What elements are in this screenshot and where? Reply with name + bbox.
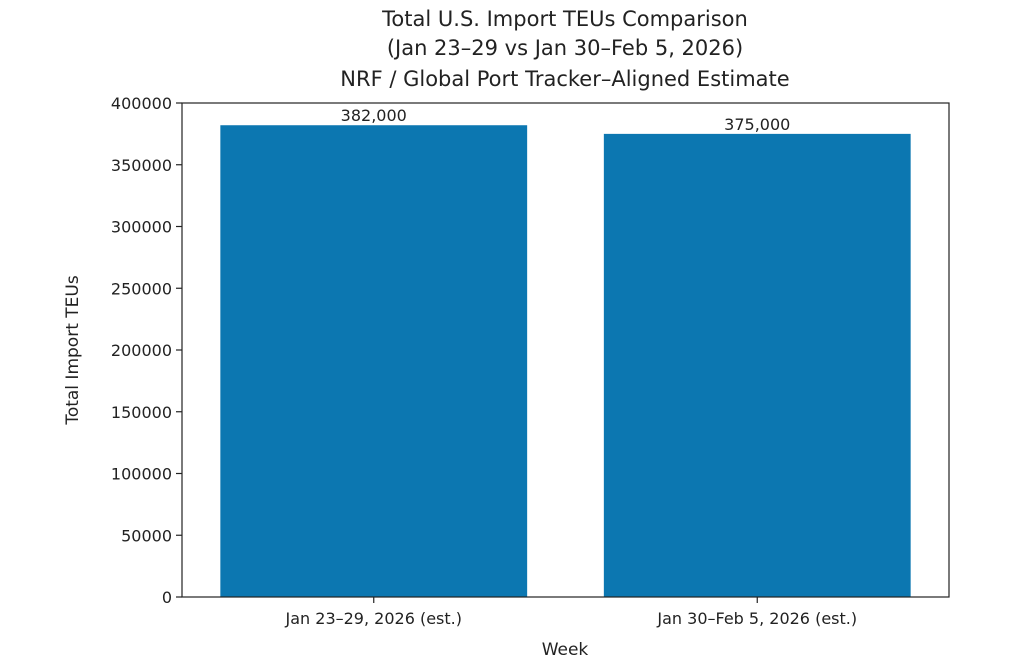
x-axis-label: Week bbox=[542, 640, 589, 660]
y-axis: 0 50000 100000 150000 200000 250000 300000 3500… bbox=[111, 94, 182, 607]
chart-title-line-2: (Jan 23–29 vs Jan 30–Feb 5, 2026) bbox=[387, 36, 743, 60]
y-tick-label-6: 300000 bbox=[111, 218, 172, 237]
bar-2 bbox=[603, 133, 911, 597]
y-tick-label-7: 350000 bbox=[111, 156, 172, 175]
y-tick-label-8: 400000 bbox=[111, 94, 172, 113]
chart-title-line-3: NRF / Global Port Tracker–Aligned Estima… bbox=[340, 67, 789, 91]
data-labels-group: 382,000 375,000 bbox=[341, 106, 791, 134]
x-tick-label-2: Jan 30–Feb 5, 2026 (est.) bbox=[656, 609, 857, 628]
bars-group bbox=[220, 125, 911, 597]
bar-1 bbox=[220, 125, 528, 597]
bar-value-label-1: 382,000 bbox=[341, 106, 407, 125]
chart-title-line-1: Total U.S. Import TEUs Comparison bbox=[381, 7, 748, 31]
x-axis: Jan 23–29, 2026 (est.) Jan 30–Feb 5, 2026… bbox=[285, 597, 857, 628]
y-axis-label: Total Import TEUs bbox=[63, 275, 83, 425]
x-tick-label-1: Jan 23–29, 2026 (est.) bbox=[285, 609, 462, 628]
y-tick-label-4: 200000 bbox=[111, 341, 172, 360]
bar-value-label-2: 375,000 bbox=[724, 115, 790, 134]
y-tick-label-0: 0 bbox=[162, 588, 172, 607]
y-tick-label-2: 100000 bbox=[111, 465, 172, 484]
y-tick-label-5: 250000 bbox=[111, 279, 172, 298]
chart-title: Total U.S. Import TEUs Comparison (Jan 2… bbox=[340, 7, 789, 91]
plot-frame bbox=[181, 102, 950, 598]
y-tick-label-3: 150000 bbox=[111, 403, 172, 422]
y-tick-label-1: 50000 bbox=[121, 526, 172, 545]
